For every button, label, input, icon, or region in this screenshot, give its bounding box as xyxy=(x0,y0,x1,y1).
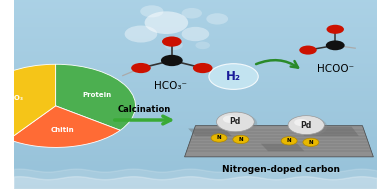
Circle shape xyxy=(182,27,209,41)
Text: N: N xyxy=(287,138,291,143)
Text: N: N xyxy=(309,140,313,145)
Circle shape xyxy=(281,137,297,145)
Circle shape xyxy=(209,64,258,89)
Circle shape xyxy=(326,40,345,50)
Polygon shape xyxy=(261,144,304,151)
Polygon shape xyxy=(297,127,359,136)
Wedge shape xyxy=(0,64,56,139)
Wedge shape xyxy=(56,64,135,130)
Circle shape xyxy=(211,134,227,142)
Circle shape xyxy=(182,8,202,19)
Text: N: N xyxy=(217,136,221,140)
Text: N: N xyxy=(239,137,243,142)
Polygon shape xyxy=(184,126,373,157)
Circle shape xyxy=(233,135,249,144)
Circle shape xyxy=(288,116,324,135)
Text: HCOO⁻: HCOO⁻ xyxy=(317,64,354,74)
Circle shape xyxy=(165,41,183,50)
Circle shape xyxy=(131,63,151,73)
Polygon shape xyxy=(188,129,232,136)
Circle shape xyxy=(140,5,164,17)
Text: Nitrogen-doped carbon: Nitrogen-doped carbon xyxy=(222,165,340,174)
Text: Protein: Protein xyxy=(82,92,112,98)
Circle shape xyxy=(219,114,257,133)
Circle shape xyxy=(162,36,182,47)
Circle shape xyxy=(193,63,213,73)
Text: Calcination: Calcination xyxy=(118,105,171,114)
Circle shape xyxy=(326,25,344,34)
Text: HCO₃⁻: HCO₃⁻ xyxy=(153,81,187,91)
Circle shape xyxy=(223,115,237,123)
Wedge shape xyxy=(9,106,120,147)
Circle shape xyxy=(299,46,317,55)
Circle shape xyxy=(145,11,188,34)
Circle shape xyxy=(294,119,308,126)
Circle shape xyxy=(206,13,228,25)
Circle shape xyxy=(125,26,157,43)
Circle shape xyxy=(195,42,210,49)
Circle shape xyxy=(216,112,254,132)
Circle shape xyxy=(291,117,327,136)
Circle shape xyxy=(161,55,183,66)
Text: Chitin: Chitin xyxy=(51,127,75,133)
Text: Pd: Pd xyxy=(230,117,241,126)
Text: CaCO₃: CaCO₃ xyxy=(0,95,23,101)
Text: Pd: Pd xyxy=(300,121,312,130)
Text: H₂: H₂ xyxy=(226,70,241,83)
Circle shape xyxy=(303,138,319,146)
